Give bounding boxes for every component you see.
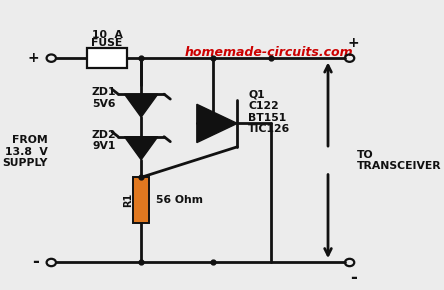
Text: FUSE: FUSE — [91, 38, 123, 48]
Text: -: - — [32, 253, 39, 271]
Text: FROM
13.8  V
SUPPLY: FROM 13.8 V SUPPLY — [2, 135, 48, 168]
Text: homemade-circuits.com: homemade-circuits.com — [184, 46, 353, 59]
Bar — [133, 177, 149, 223]
Text: R1: R1 — [123, 193, 133, 207]
Text: 56 Ohm: 56 Ohm — [156, 195, 203, 205]
Text: -: - — [350, 269, 357, 287]
Polygon shape — [124, 137, 158, 160]
Polygon shape — [197, 104, 237, 143]
Text: ZD1
5V6: ZD1 5V6 — [91, 87, 116, 109]
Text: ZD2
9V1: ZD2 9V1 — [91, 130, 116, 151]
Text: TO
TRANSCEIVER: TO TRANSCEIVER — [357, 150, 441, 171]
Text: +: + — [347, 36, 359, 50]
Polygon shape — [124, 94, 158, 117]
Bar — [133, 177, 149, 223]
Text: +: + — [27, 51, 39, 65]
Text: Q1
C122
BT151
TIC126: Q1 C122 BT151 TIC126 — [248, 90, 290, 135]
Bar — [87, 48, 127, 68]
Text: 10  A: 10 A — [91, 30, 123, 40]
